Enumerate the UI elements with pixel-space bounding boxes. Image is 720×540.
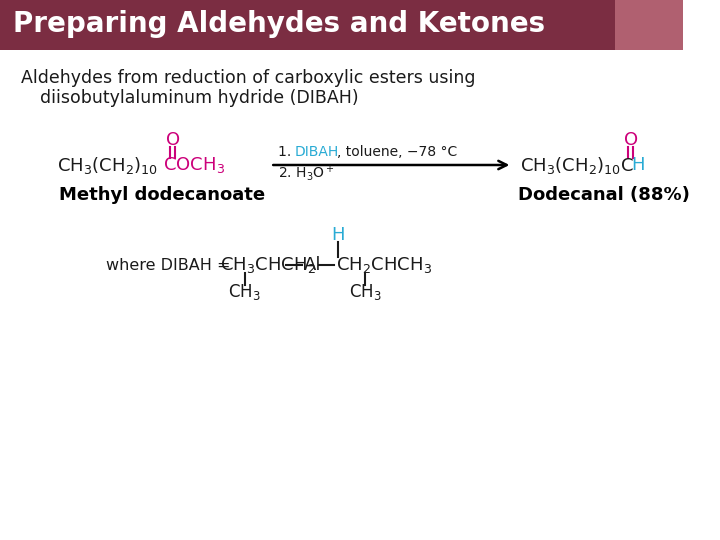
Text: CH$_2$CHCH$_3$: CH$_2$CHCH$_3$ — [336, 255, 432, 275]
Text: Preparing Aldehydes and Ketones: Preparing Aldehydes and Ketones — [13, 10, 546, 38]
Text: Aldehydes from reduction of carboxylic esters using: Aldehydes from reduction of carboxylic e… — [21, 69, 475, 87]
Text: CH$_3$: CH$_3$ — [348, 282, 382, 302]
Bar — [0, 0, 683, 50]
Text: O: O — [624, 131, 638, 149]
Text: COCH$_3$: COCH$_3$ — [163, 155, 225, 175]
Text: , toluene, −78 °C: , toluene, −78 °C — [337, 145, 457, 159]
Text: Dodecanal (88%): Dodecanal (88%) — [518, 186, 690, 204]
Text: where DIBAH =: where DIBAH = — [107, 258, 236, 273]
Text: Al: Al — [304, 256, 321, 274]
Text: CH$_3$: CH$_3$ — [228, 282, 261, 302]
Text: CH$_3$(CH$_2$)$_{10}$C: CH$_3$(CH$_2$)$_{10}$C — [520, 154, 634, 176]
Text: CH$_3$(CH$_2$)$_{10}$: CH$_3$(CH$_2$)$_{10}$ — [57, 154, 158, 176]
Text: 2. H$_3$O$^+$: 2. H$_3$O$^+$ — [278, 163, 335, 183]
Text: CH$_3$CHCH$_2$: CH$_3$CHCH$_2$ — [220, 255, 316, 275]
Text: Methyl dodecanoate: Methyl dodecanoate — [59, 186, 265, 204]
Text: O: O — [166, 131, 180, 149]
Text: DIBAH: DIBAH — [295, 145, 339, 159]
Bar — [615, 0, 683, 50]
Text: 1.: 1. — [278, 145, 295, 159]
Text: diisobutylaluminum hydride (DIBAH): diisobutylaluminum hydride (DIBAH) — [40, 89, 359, 107]
Text: H: H — [631, 156, 644, 174]
Text: H: H — [331, 226, 344, 244]
